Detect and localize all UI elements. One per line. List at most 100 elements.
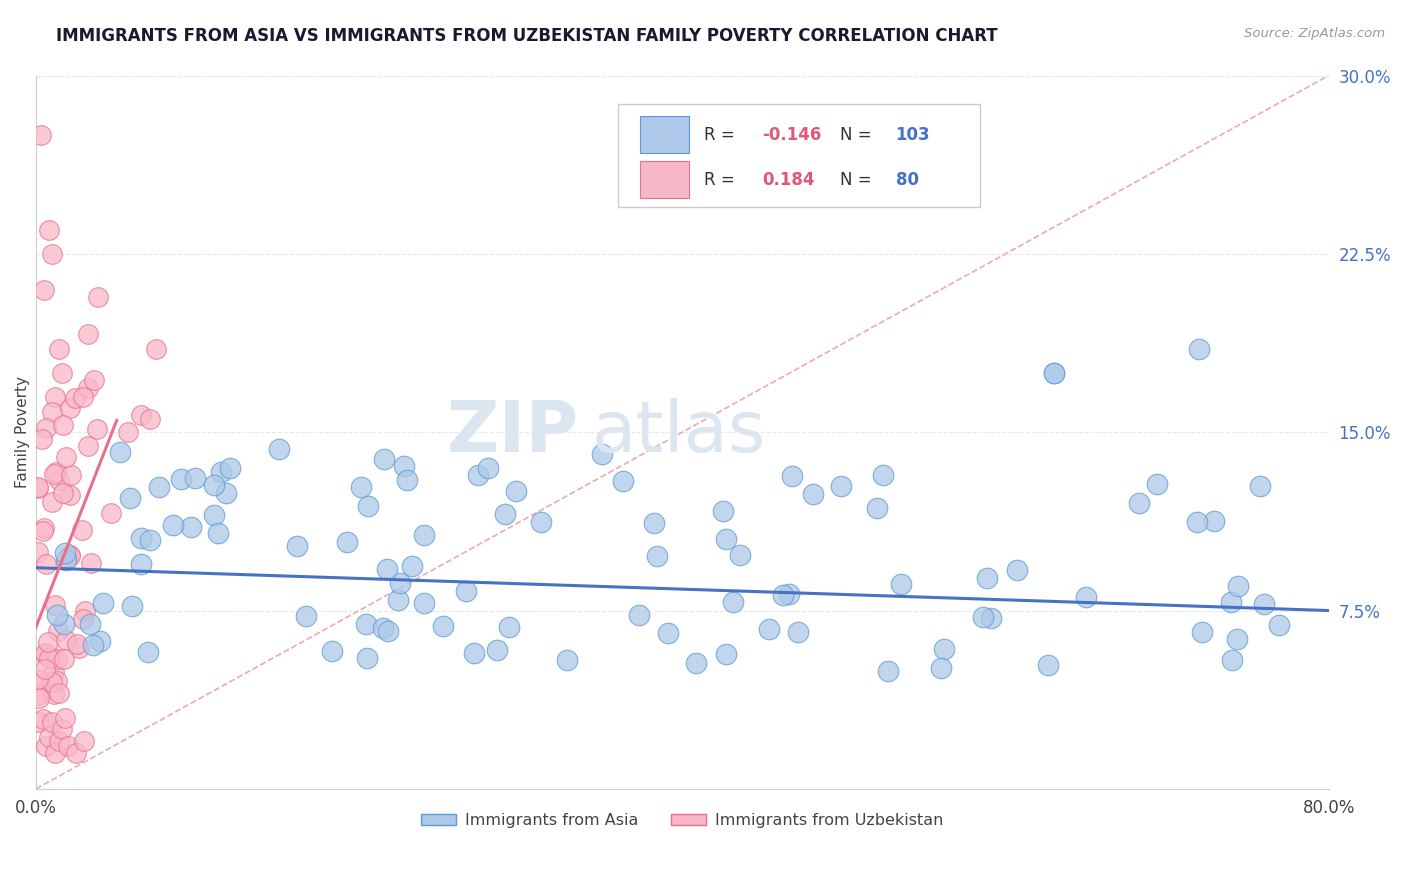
Point [1146, 477, 1168, 491]
Point [1191, 625, 1213, 640]
Point [32, 524, 55, 539]
Point [890, 577, 912, 591]
Point [145, 342, 167, 356]
Point [505, 483, 527, 498]
Point [643, 516, 665, 531]
Point [44, 390, 66, 404]
Point [180, 519, 202, 533]
Point [392, 459, 415, 474]
Point [44, 687, 66, 701]
Point [38, 223, 60, 237]
Point [778, 587, 800, 601]
Point [377, 624, 399, 639]
Point [38, 730, 60, 744]
Point [730, 548, 752, 562]
Point [45, 674, 67, 689]
Point [1220, 653, 1243, 667]
Point [76, 381, 98, 395]
Point [42, 650, 65, 665]
Point [389, 576, 412, 591]
Point [52, 617, 75, 632]
Point [530, 515, 553, 529]
Point [1219, 594, 1241, 608]
Point [79, 617, 101, 632]
Point [1074, 590, 1097, 604]
Point [685, 657, 707, 671]
Point [350, 480, 373, 494]
Point [931, 661, 953, 675]
Point [477, 461, 499, 475]
Y-axis label: Family Poverty: Family Poverty [15, 376, 31, 488]
Point [86, 289, 108, 303]
Point [53, 546, 76, 560]
Point [555, 653, 578, 667]
Point [80, 556, 103, 570]
Point [91, 596, 114, 610]
Text: atlas: atlas [592, 398, 766, 467]
Point [28, 691, 51, 706]
Point [59, 549, 82, 563]
Point [41, 674, 63, 689]
Point [48, 686, 70, 700]
Point [980, 611, 1002, 625]
Point [721, 594, 744, 608]
Point [375, 562, 398, 576]
Point [401, 559, 423, 574]
Point [41, 405, 63, 419]
Point [872, 468, 894, 483]
Text: 80: 80 [896, 171, 918, 189]
Point [1043, 366, 1066, 380]
Point [129, 531, 152, 545]
Point [73, 734, 96, 748]
Point [60, 467, 83, 482]
Point [31, 432, 53, 446]
Point [46, 624, 69, 638]
Point [34, 521, 56, 535]
Point [162, 517, 184, 532]
Point [463, 646, 485, 660]
Point [45, 465, 67, 479]
Point [55, 632, 77, 647]
Point [53, 651, 76, 665]
Point [1227, 579, 1250, 593]
Point [65, 746, 87, 760]
Point [108, 444, 131, 458]
Point [51, 723, 73, 737]
Point [42, 665, 65, 679]
Point [83, 373, 105, 387]
Point [758, 622, 780, 636]
Point [494, 508, 516, 522]
Point [1253, 598, 1275, 612]
Point [486, 642, 509, 657]
Point [396, 473, 419, 487]
Point [42, 467, 65, 482]
Point [32, 712, 55, 726]
Point [413, 528, 436, 542]
Text: IMMIGRANTS FROM ASIA VS IMMIGRANTS FROM UZBEKISTAN FAMILY POVERTY CORRELATION CH: IMMIGRANTS FROM ASIA VS IMMIGRANTS FROM … [56, 27, 998, 45]
Point [51, 366, 73, 380]
Text: 103: 103 [896, 126, 931, 144]
Point [100, 507, 122, 521]
Point [53, 710, 76, 724]
Point [1043, 366, 1066, 380]
Point [139, 412, 162, 426]
Point [136, 645, 159, 659]
Point [48, 342, 70, 356]
Point [207, 525, 229, 540]
Point [121, 599, 143, 613]
Point [627, 608, 650, 623]
Point [716, 532, 738, 546]
Point [34, 646, 56, 660]
Point [786, 625, 808, 640]
Point [55, 450, 77, 464]
Point [1188, 342, 1211, 356]
Point [335, 534, 357, 549]
Point [387, 593, 409, 607]
Point [354, 616, 377, 631]
Point [58, 739, 80, 753]
Text: N =: N = [839, 171, 877, 189]
Point [34, 662, 56, 676]
Point [55, 553, 77, 567]
Point [357, 499, 380, 513]
Point [295, 608, 318, 623]
